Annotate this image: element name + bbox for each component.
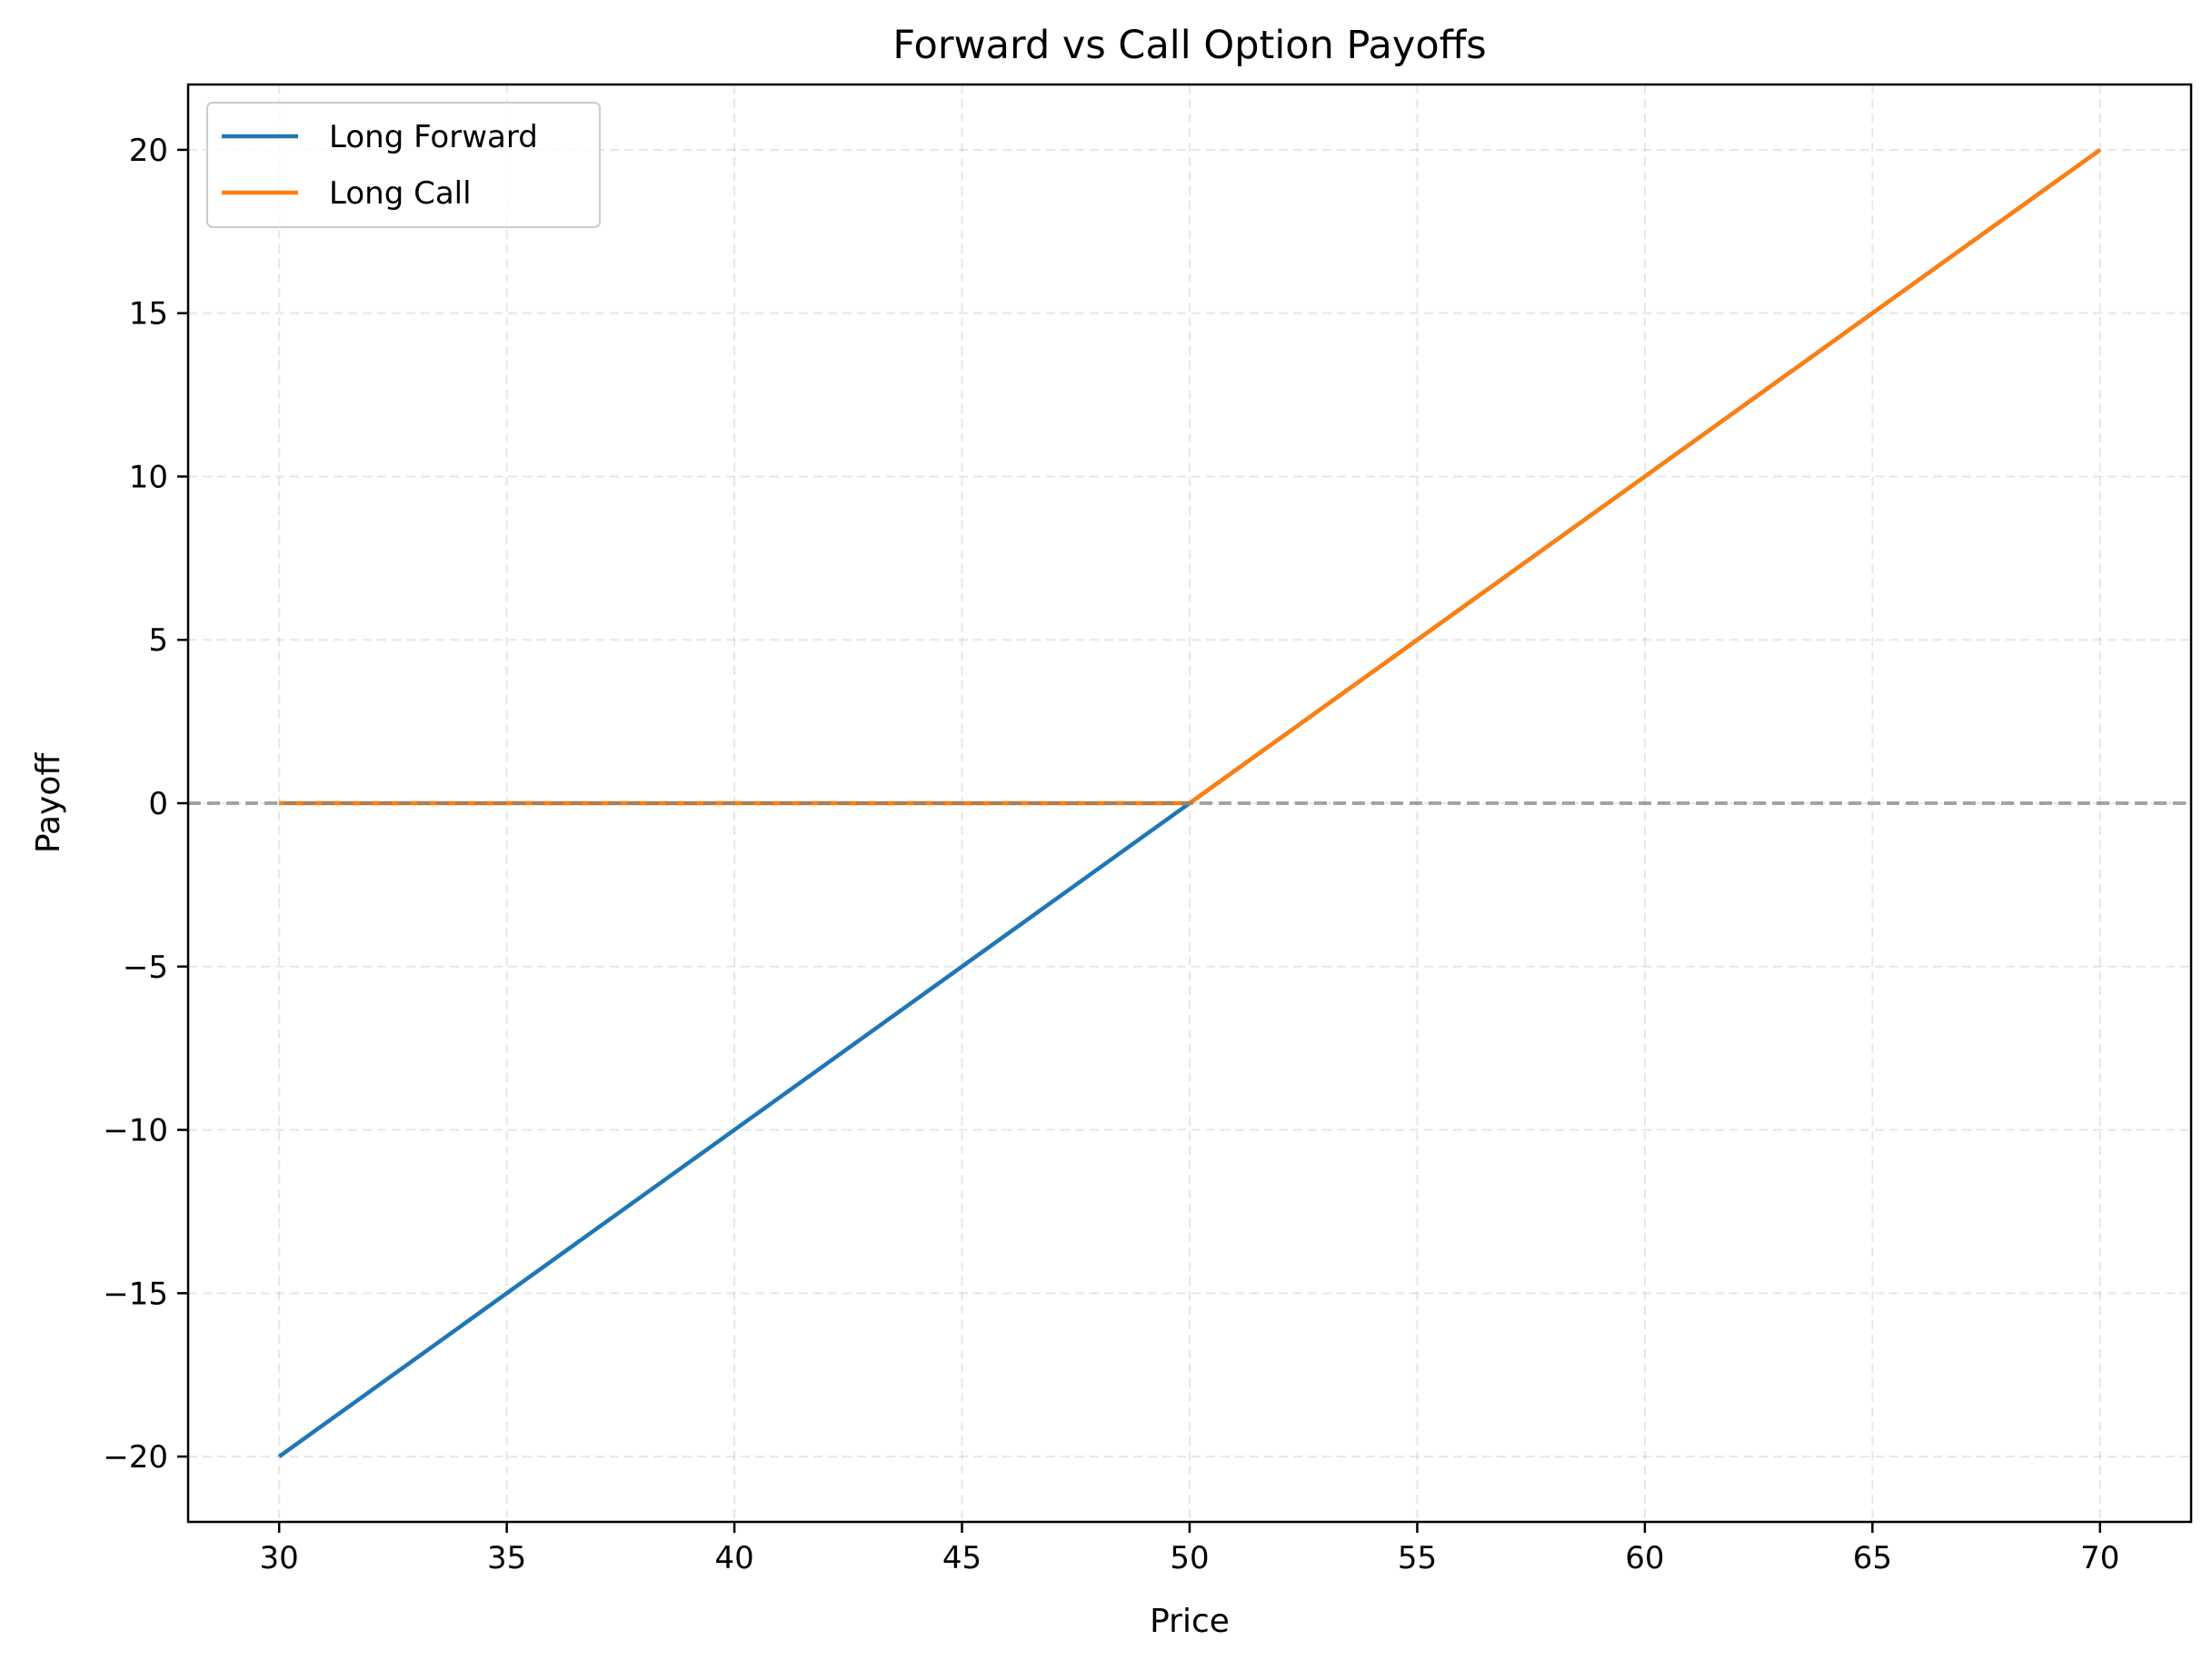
chart-title: Forward vs Call Option Payoffs — [892, 23, 1486, 68]
y-tick-label: −20 — [103, 1439, 168, 1476]
x-tick-label: 55 — [1398, 1540, 1437, 1576]
legend: Long Forward Long Call — [207, 103, 600, 227]
x-axis-label: Price — [1150, 1603, 1230, 1640]
y-tick-label: 10 — [129, 459, 168, 495]
x-tick-label: 65 — [1853, 1540, 1892, 1576]
legend-label: Long Forward — [329, 119, 538, 155]
y-tick-label: 20 — [129, 133, 168, 169]
x-tick-label: 40 — [714, 1540, 753, 1576]
legend-label: Long Call — [329, 175, 472, 212]
y-tick-label: −10 — [103, 1113, 168, 1149]
x-tick-label: 45 — [942, 1540, 981, 1576]
x-tick-label: 30 — [260, 1540, 299, 1576]
x-tick-label: 60 — [1625, 1540, 1664, 1576]
y-tick-label: −5 — [123, 949, 168, 986]
x-tick-label: 35 — [487, 1540, 526, 1576]
x-tick-label: 50 — [1170, 1540, 1209, 1576]
x-tick-label: 70 — [2080, 1540, 2119, 1576]
y-tick-label: −15 — [103, 1276, 168, 1312]
y-tick-label: 0 — [148, 786, 168, 822]
y-tick-label: 15 — [129, 296, 168, 333]
y-tick-label: 5 — [148, 622, 168, 659]
y-axis-label: Payoff — [30, 752, 67, 853]
